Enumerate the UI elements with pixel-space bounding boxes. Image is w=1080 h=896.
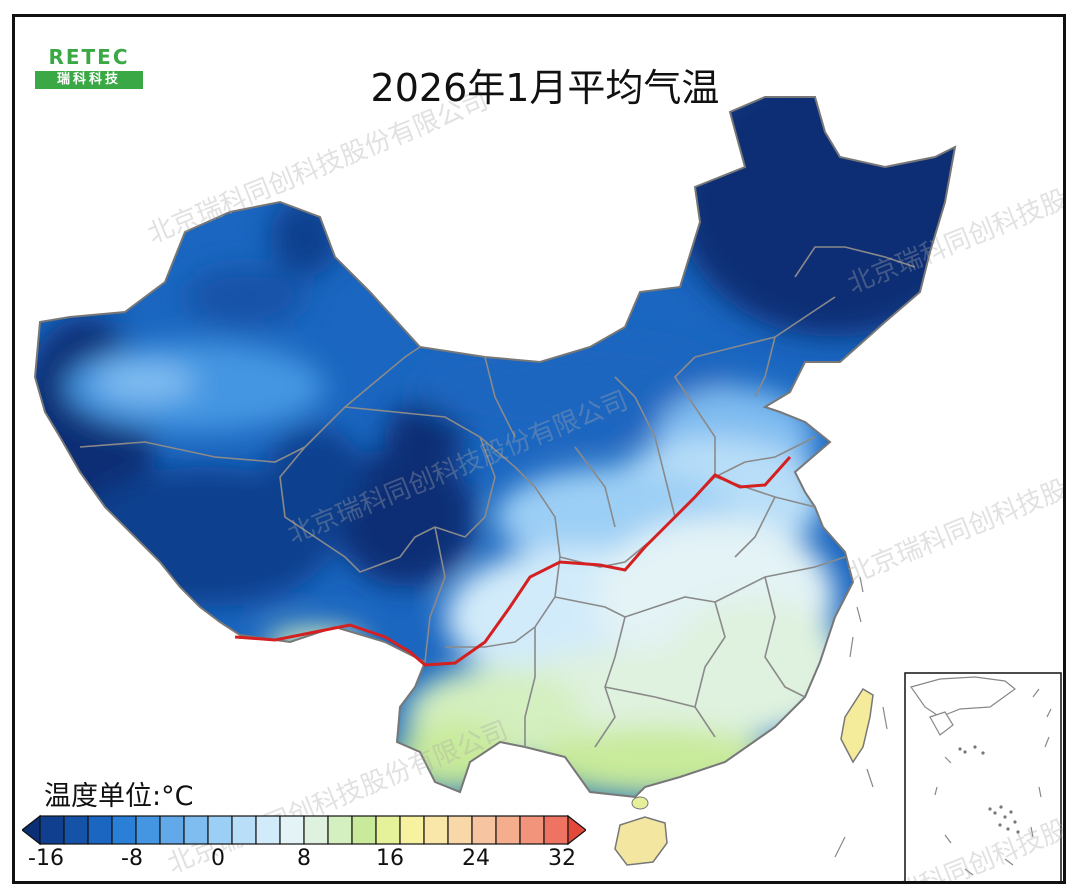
legend-swatch	[159, 815, 185, 845]
south-china-sea-inset	[904, 672, 1062, 881]
legend-swatch	[39, 815, 65, 845]
company-logo: RETEC 瑞科科技	[35, 47, 143, 101]
legend-swatch	[375, 815, 401, 845]
logo-brand: RETEC	[48, 45, 130, 69]
map-frame: 北京瑞科同创科技股份有限公司 北京瑞科同创科技股份有限公司 北京瑞科同创科技股份…	[12, 14, 1066, 884]
legend-swatch	[495, 815, 521, 845]
map-title: 2026年1月平均气温	[370, 66, 720, 110]
legend-swatch	[183, 815, 209, 845]
legend-swatch	[87, 815, 113, 845]
legend-swatch	[279, 815, 305, 845]
logo-subtitle: 瑞科科技	[35, 71, 143, 89]
legend-tick-label: 0	[211, 846, 225, 871]
legend-swatch	[471, 815, 497, 845]
legend-tick-label: 16	[376, 846, 404, 871]
legend-swatch	[63, 815, 89, 845]
legend-swatch	[303, 815, 329, 845]
taiwan-island	[840, 687, 874, 764]
legend-swatch	[519, 815, 545, 845]
legend-swatch	[399, 815, 425, 845]
legend-swatch	[255, 815, 281, 845]
legend-swatch	[327, 815, 353, 845]
legend-tick-label: -16	[28, 846, 64, 871]
legend-swatch	[423, 815, 449, 845]
legend-unit-label: 温度单位:°C	[44, 781, 194, 812]
legend-swatch	[135, 815, 161, 845]
country-border	[33, 96, 957, 799]
coastal-islets	[834, 576, 888, 858]
legend-arrow-max	[567, 814, 586, 846]
legend-swatch	[207, 815, 233, 845]
zero-degree-line	[234, 456, 792, 667]
legend-swatch	[447, 815, 473, 845]
legend-swatch	[351, 815, 377, 845]
color-legend	[22, 814, 586, 846]
legend-tick-label: 8	[297, 846, 311, 871]
leizhou-islet	[631, 796, 649, 810]
hainan-island	[614, 816, 668, 866]
legend-tick-label: 32	[548, 846, 576, 871]
legend-tick-label: 24	[462, 846, 490, 871]
temperature-map	[33, 96, 1062, 881]
legend-swatch	[231, 815, 257, 845]
legend-tick-label: -8	[121, 846, 143, 871]
legend-ticks: -16 -8 0 8 16 24 32	[22, 846, 582, 876]
legend-swatch	[543, 815, 569, 845]
legend-swatch	[111, 815, 137, 845]
legend-arrow-min	[22, 814, 41, 846]
